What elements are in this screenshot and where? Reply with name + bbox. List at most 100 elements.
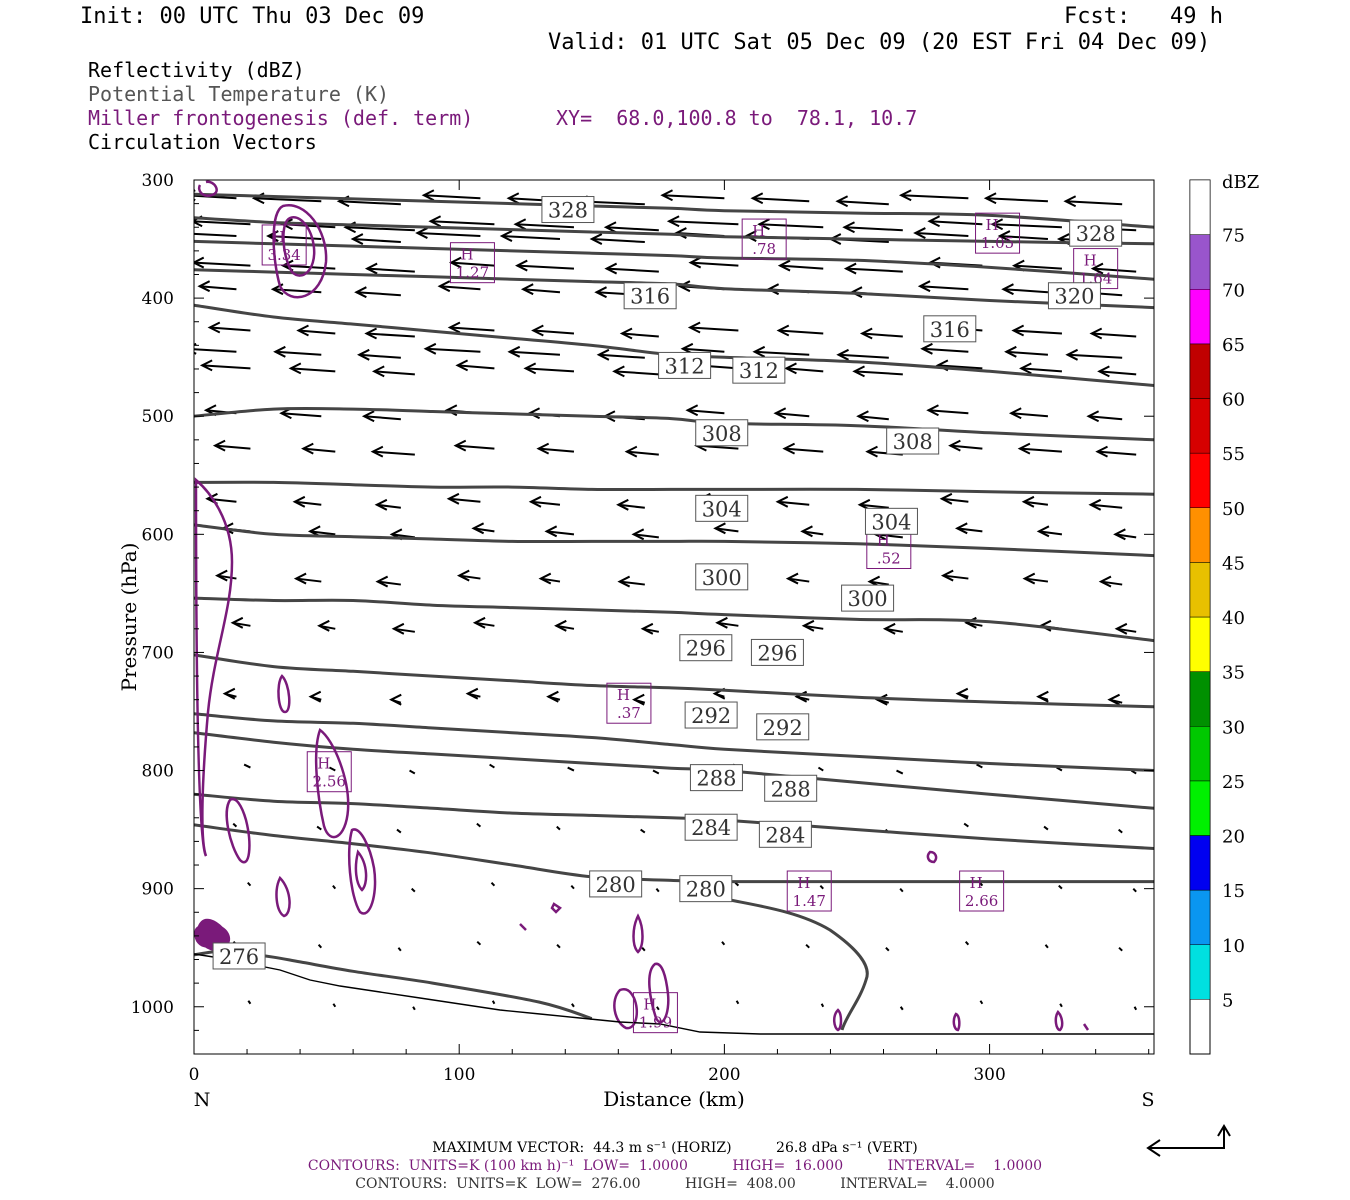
circulation-vectors bbox=[178, 189, 1138, 1011]
theta-contour-324 bbox=[194, 239, 1154, 281]
theta-label-text: 308 bbox=[702, 422, 742, 446]
circulation-vector-head bbox=[596, 348, 610, 361]
circulation-vector bbox=[571, 1003, 575, 1008]
circulation-vector-head bbox=[687, 321, 701, 334]
circulation-vector bbox=[1132, 887, 1137, 893]
circulation-vector-head bbox=[1011, 324, 1025, 337]
frontogenesis-max: H.78 bbox=[741, 218, 787, 260]
theta-contour-312 bbox=[194, 406, 1154, 442]
circulation-vector bbox=[992, 223, 1062, 229]
theta-label-text: 284 bbox=[691, 816, 731, 840]
circulation-vector bbox=[449, 326, 495, 332]
frontogenesis-max: H1.05 bbox=[975, 212, 1021, 254]
circulation-vector-head bbox=[990, 218, 1004, 231]
circulation-vector-head bbox=[939, 492, 953, 505]
circulation-vector bbox=[476, 822, 482, 828]
theta-label-box bbox=[679, 634, 733, 662]
circulation-vector-head bbox=[456, 569, 470, 582]
field-potential-temperature: Potential Temperature (K) bbox=[88, 82, 390, 106]
circulation-vector-head bbox=[515, 259, 528, 272]
circulation-vector bbox=[393, 627, 415, 633]
circulation-vector bbox=[283, 264, 336, 270]
footer-fronto-contours: CONTOURS: UNITS=K (100 km h)⁻¹ LOW= 1.00… bbox=[307, 1158, 1043, 1174]
valid-time: Valid: 01 UTC Sat 05 Dec 09 (20 EST Fri … bbox=[548, 30, 1211, 55]
circulation-vector-head bbox=[364, 327, 377, 340]
circulation-vector bbox=[372, 450, 415, 456]
colorbar-level: 40 bbox=[1222, 608, 1245, 629]
circulation-vector-head bbox=[293, 572, 307, 585]
theta-label: 280 bbox=[589, 870, 643, 898]
y-tick-label: 1000 bbox=[131, 998, 174, 1018]
circulation-vector-head bbox=[713, 522, 726, 535]
circulation-vector bbox=[1092, 267, 1137, 273]
fronto-max-value: .78 bbox=[752, 240, 776, 258]
fronto-max-letter: H bbox=[617, 686, 630, 704]
theta-label: 296 bbox=[679, 634, 733, 662]
circulation-vector bbox=[690, 326, 739, 332]
circulation-vector-head bbox=[927, 215, 941, 228]
circulation-vector-head bbox=[631, 528, 645, 541]
circulation-vector bbox=[929, 220, 983, 226]
circulation-vector bbox=[885, 947, 890, 952]
theta-label-text: 284 bbox=[765, 823, 805, 847]
circulation-vector bbox=[598, 353, 645, 359]
circulation-vector bbox=[817, 766, 824, 772]
circulation-vector-head bbox=[842, 221, 855, 234]
circulation-vector bbox=[626, 450, 659, 456]
circulation-vector bbox=[1091, 332, 1137, 338]
theta-label-text: 320 bbox=[1054, 285, 1094, 309]
circulation-vector bbox=[943, 574, 969, 580]
circulation-vector-head bbox=[1021, 495, 1035, 508]
circulation-vector bbox=[641, 947, 646, 952]
circulation-vector-head bbox=[357, 348, 370, 361]
circulation-vector-head bbox=[1098, 575, 1112, 588]
circulation-vector bbox=[759, 223, 824, 229]
circulation-vector-head bbox=[685, 404, 699, 417]
circulation-vector bbox=[310, 530, 336, 536]
circulation-vector-head bbox=[865, 445, 878, 458]
circulation-vector bbox=[457, 364, 495, 370]
theta-label-box bbox=[1047, 282, 1101, 310]
colorbar-swatch bbox=[1189, 507, 1211, 563]
theta-280-branch bbox=[729, 898, 869, 1031]
colorbar-swatch bbox=[1189, 671, 1211, 727]
field-frontogenesis: Miller frontogenesis (def. term) bbox=[88, 106, 474, 130]
circulation-vector-head bbox=[874, 693, 888, 706]
circulation-vector bbox=[1013, 329, 1062, 335]
circulation-vector bbox=[294, 500, 322, 506]
circulation-vector bbox=[317, 944, 323, 949]
circulation-vector-head bbox=[589, 233, 603, 245]
circulation-vector bbox=[1097, 450, 1137, 456]
circulation-vector-head bbox=[178, 228, 188, 238]
fronto-contour bbox=[272, 204, 328, 299]
fronto-contour bbox=[354, 849, 368, 892]
theta-label: 312 bbox=[658, 351, 712, 379]
circulation-vector bbox=[1043, 825, 1049, 831]
circulation-vector-head bbox=[776, 324, 790, 337]
circulation-vector-head bbox=[1008, 407, 1022, 420]
circulation-vector bbox=[819, 884, 824, 890]
fronto-max-letter: H bbox=[460, 246, 473, 264]
fronto-contour bbox=[277, 674, 291, 714]
circulation-vector-head bbox=[197, 280, 211, 293]
circulation-vector-head bbox=[1088, 498, 1102, 511]
circulation-vector bbox=[899, 1006, 904, 1011]
circulation-vector bbox=[669, 220, 739, 226]
circulation-vector bbox=[391, 533, 415, 539]
circulation-vector-head bbox=[859, 327, 873, 340]
circulation-vector-head bbox=[421, 189, 435, 202]
circulation-vector bbox=[448, 497, 481, 503]
circulation-vector-head bbox=[660, 189, 673, 202]
theta-contour-292 bbox=[194, 712, 1154, 772]
circulation-vector-head bbox=[1065, 348, 1079, 361]
colorbar-level: 35 bbox=[1222, 663, 1245, 684]
theta-label-box bbox=[623, 282, 677, 310]
circulation-vector bbox=[275, 350, 322, 356]
circulation-vector bbox=[1014, 264, 1062, 270]
fronto-contour bbox=[282, 216, 316, 277]
theta-label: 288 bbox=[689, 764, 743, 792]
circulation-vector bbox=[194, 194, 237, 200]
theta-label-text: 328 bbox=[548, 199, 588, 223]
fronto-max-box bbox=[632, 992, 678, 1034]
circulation-vector-head bbox=[288, 362, 302, 375]
